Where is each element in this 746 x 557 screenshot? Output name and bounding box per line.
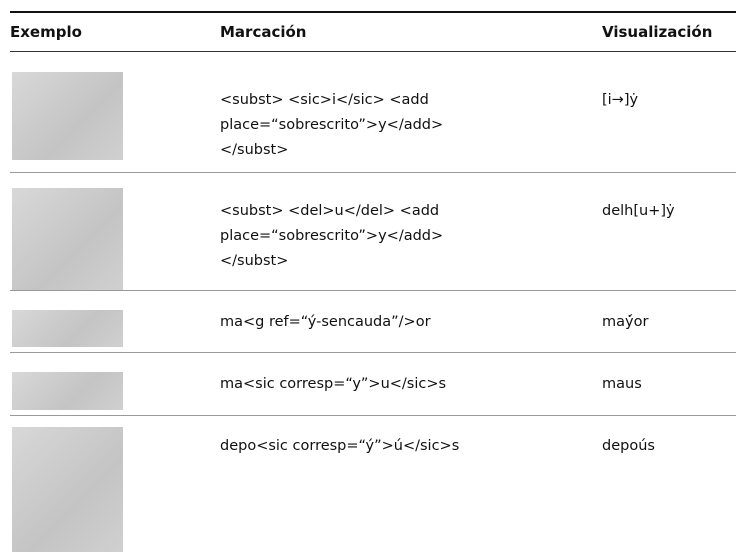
header-cell: Visualización bbox=[602, 23, 713, 41]
markup-line: depo<sic corresp=“ý”>ú</sic>s bbox=[220, 438, 460, 454]
markup-line: </subst> bbox=[220, 142, 289, 158]
markup-line: <subst> <sic>i</sic> <add bbox=[220, 92, 429, 108]
example-image bbox=[12, 72, 123, 160]
display-cell: maẏ́or bbox=[602, 314, 649, 330]
display-cell: depoús bbox=[602, 438, 655, 454]
header-cell: Marcación bbox=[220, 23, 307, 41]
example-image bbox=[12, 310, 123, 347]
markup-line: place=“sobrescrito”>y</add> bbox=[220, 117, 444, 133]
display-cell: [i→]ẏ bbox=[602, 92, 639, 108]
header-rule bbox=[10, 51, 736, 52]
header-cell: Exemplo bbox=[10, 23, 82, 41]
row-rule bbox=[10, 172, 736, 173]
markup-line: <subst> <del>u</del> <add bbox=[220, 203, 440, 219]
row-rule bbox=[10, 352, 736, 353]
example-image bbox=[12, 372, 123, 410]
markup-line: place=“sobrescrito”>y</add> bbox=[220, 228, 444, 244]
display-cell: delh[u+]ẏ bbox=[602, 203, 675, 219]
row-rule bbox=[10, 415, 736, 416]
top-rule bbox=[10, 11, 736, 13]
markup-line: ma<sic corresp=“y”>u</sic>s bbox=[220, 376, 447, 392]
display-cell: maus bbox=[602, 376, 642, 392]
markup-line: </subst> bbox=[220, 253, 289, 269]
markup-line: ma<g ref=“ý-sencauda”/>or bbox=[220, 314, 431, 330]
row-rule bbox=[10, 290, 736, 291]
example-image bbox=[12, 427, 123, 552]
example-image bbox=[12, 188, 123, 290]
